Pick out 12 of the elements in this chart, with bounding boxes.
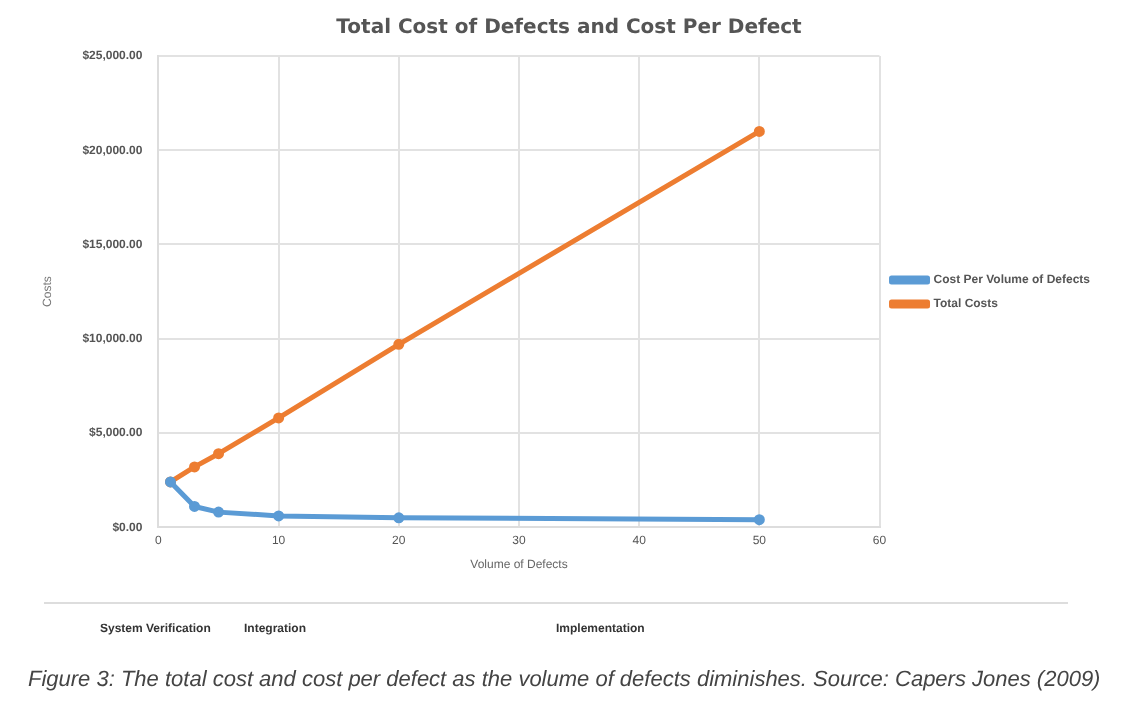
- caption: Figure 3: The total cost and cost per defect as the volume of defects diminishes. Source: Capers Jones (2009): [28, 668, 1101, 692]
- point: [213, 448, 225, 460]
- point: [753, 514, 765, 526]
- point: [753, 125, 765, 137]
- point: [273, 510, 285, 522]
- point: [189, 500, 201, 512]
- chart-title: Total Cost of Defects and Cost Per Defect: [336, 17, 803, 40]
- point: [393, 338, 405, 350]
- point: [273, 412, 285, 424]
- point: [393, 512, 405, 524]
- point: [213, 506, 225, 518]
- point: [189, 461, 201, 473]
